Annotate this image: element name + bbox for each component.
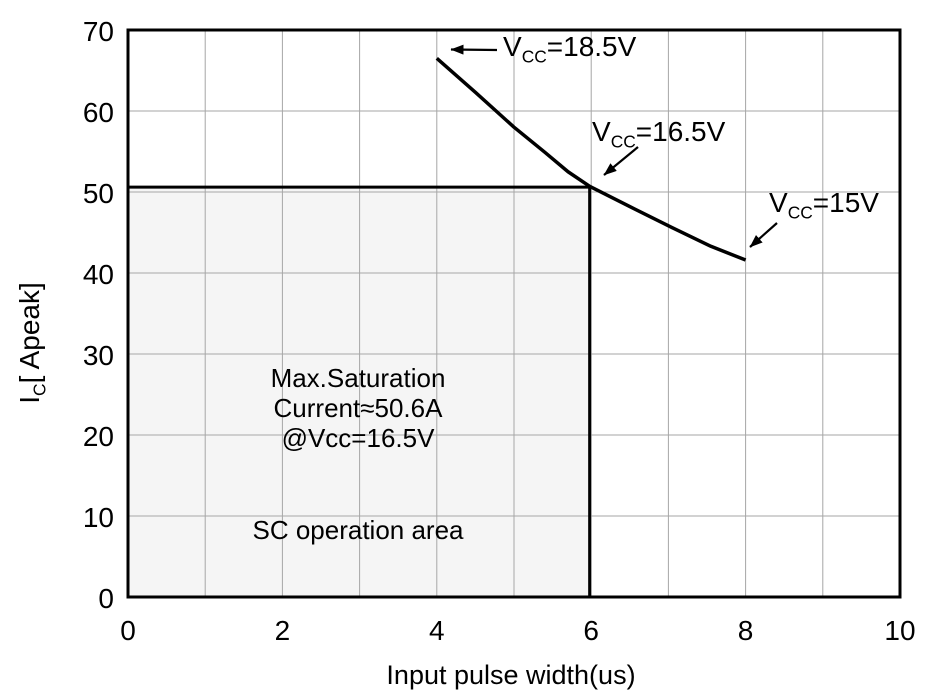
sc-operation-area-label: SC operation area bbox=[252, 515, 464, 545]
y-tick-label: 60 bbox=[83, 97, 114, 128]
y-tick-label: 20 bbox=[83, 421, 114, 452]
y-axis-title-unit: [ Apeak] bbox=[14, 282, 45, 384]
y-tick-label: 30 bbox=[83, 340, 114, 371]
annotation-vcc-15v-symbol: V bbox=[769, 187, 788, 218]
max-saturation-note-line1: Max.Saturation bbox=[270, 363, 446, 393]
x-tick-label: 8 bbox=[738, 615, 754, 646]
x-tick-label: 6 bbox=[583, 615, 599, 646]
y-axis-title: IC[ Apeak] bbox=[14, 282, 50, 404]
annotation-vcc-15v-value: =15V bbox=[812, 187, 879, 218]
y-tick-label: 40 bbox=[83, 259, 114, 290]
annotation-vcc-16.5v-subscript: CC bbox=[610, 131, 636, 152]
y-tick-label: 70 bbox=[83, 16, 114, 47]
x-tick-label: 10 bbox=[884, 615, 915, 646]
plot-border bbox=[126, 28, 902, 599]
annotation-vcc-16.5v: VCC=16.5V bbox=[592, 116, 726, 151]
annotation-arrow-1 bbox=[603, 146, 639, 176]
max-saturation-note-line3: @Vcc=16.5V bbox=[281, 423, 435, 453]
x-tick-label: 2 bbox=[275, 615, 291, 646]
annotation-vcc-15v-subscript: CC bbox=[787, 202, 813, 223]
annotation-vcc-18.5v: VCC=18.5V bbox=[503, 31, 637, 66]
annotation-vcc-16.5v-symbol: V bbox=[592, 116, 611, 147]
annotation-vcc-18.5v-value: =18.5V bbox=[546, 31, 637, 62]
sc-capability-curve bbox=[435, 57, 747, 262]
y-tick-label: 0 bbox=[98, 583, 114, 614]
y-tick-label: 10 bbox=[83, 502, 114, 533]
annotation-vcc-16.5v-value: =16.5V bbox=[635, 116, 726, 147]
y-axis-title-subscript: C bbox=[29, 383, 50, 396]
max-saturation-note-line2: Current≈50.6A bbox=[273, 393, 443, 423]
annotation-vcc-18.5v-subscript: CC bbox=[521, 46, 547, 67]
x-axis-title: Input pulse width(us) bbox=[386, 660, 636, 690]
max-saturation-note: Max.Saturation Current≈50.6A @Vcc=16.5V bbox=[271, 363, 446, 453]
x-tick-label: 0 bbox=[120, 615, 136, 646]
annotation-arrow-0 bbox=[450, 44, 498, 55]
annotation-vcc-15v: VCC=15V bbox=[769, 187, 879, 222]
y-tick-label: 50 bbox=[83, 178, 114, 209]
annotation-arrow-2 bbox=[749, 222, 778, 248]
x-tick-label: 4 bbox=[429, 615, 445, 646]
y-axis-title-symbol: I bbox=[14, 395, 45, 404]
annotation-vcc-18.5v-symbol: V bbox=[503, 31, 522, 62]
